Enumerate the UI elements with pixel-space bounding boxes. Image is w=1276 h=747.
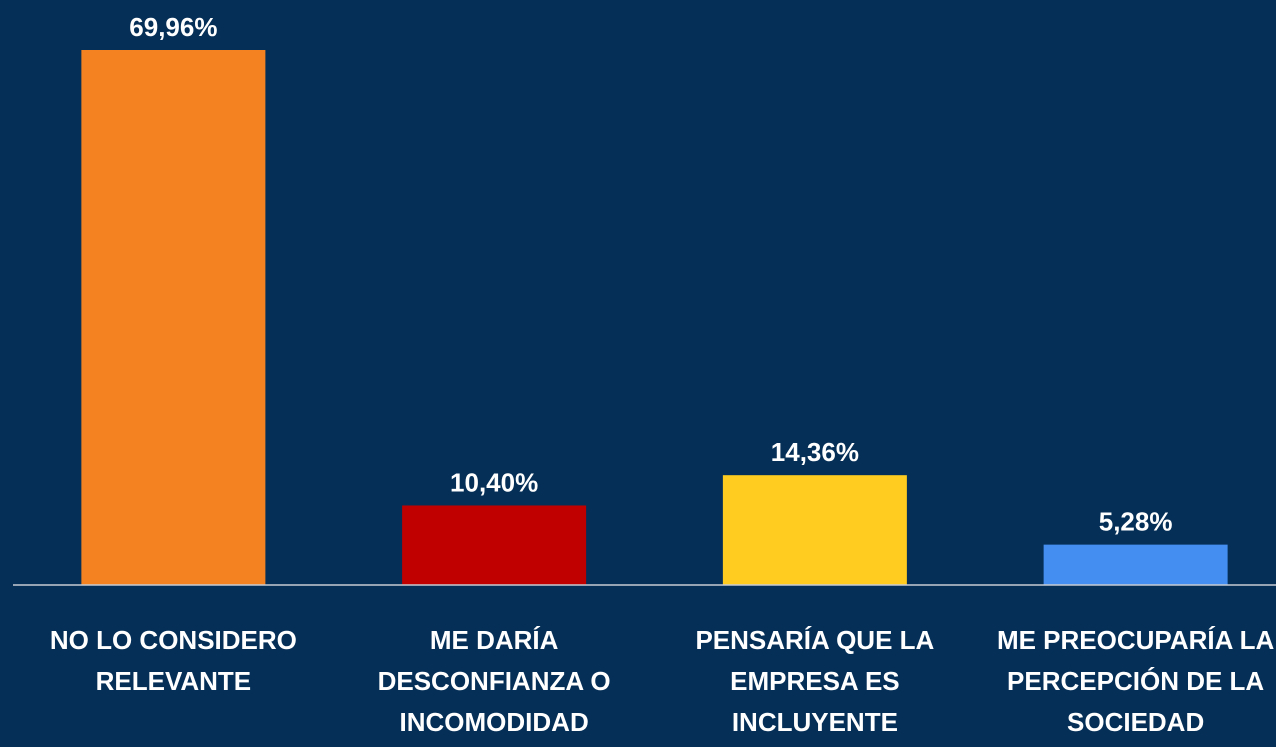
value-label: 5,28% bbox=[1099, 507, 1173, 537]
bar bbox=[1043, 544, 1228, 585]
category-label: ME DARÍA DESCONFIANZA O INCOMODIDAD bbox=[377, 625, 611, 737]
category-label: ME PREOCUPARÍA LA PERCEPCIÓN DE LA SOCIE… bbox=[996, 625, 1275, 737]
category-label: NO LO CONSIDERO RELEVANTE bbox=[49, 625, 297, 696]
value-label: 14,36% bbox=[771, 437, 859, 467]
bar bbox=[81, 50, 266, 585]
value-label: 10,40% bbox=[450, 467, 538, 497]
bar bbox=[722, 475, 907, 585]
value-label: 69,96% bbox=[129, 12, 217, 42]
category-label: PENSARÍA QUE LA EMPRESA ES INCLUYENTE bbox=[695, 625, 935, 737]
bar bbox=[402, 505, 587, 585]
